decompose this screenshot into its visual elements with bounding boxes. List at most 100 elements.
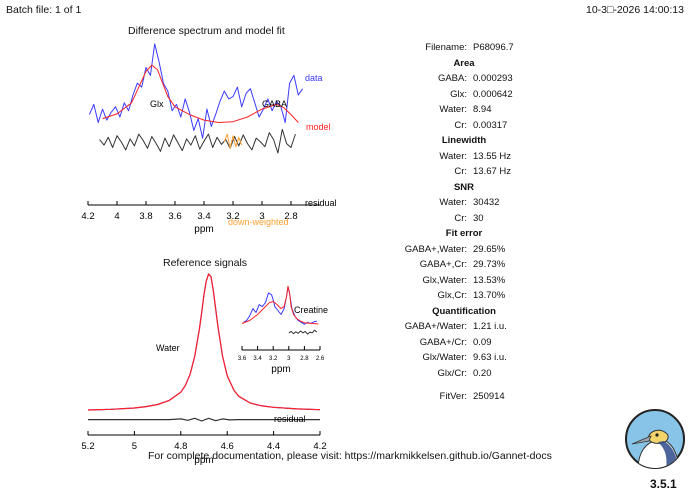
result-row: Water: 13.55 Hz [380, 151, 560, 167]
result-row: GABA+,Water: 29.65% [380, 244, 560, 260]
series-residual-line [99, 128, 296, 154]
results-table: Filename: P68096.7 Area GABA: 0.000293 Glx:… [380, 42, 560, 407]
result-row: Glx,Cr: 13.70% [380, 290, 560, 306]
result-row: Glx: 0.000642 [380, 89, 560, 105]
result-row: Glx/Cr: 0.20 [380, 368, 560, 384]
result-row: GABA+,Cr: 29.73% [380, 259, 560, 275]
result-label: GABA: [437, 73, 467, 84]
series-residual-line [288, 329, 318, 335]
result-value: 13.55 Hz [473, 150, 512, 162]
result-label: Cr: [454, 119, 467, 131]
section-heading: Area [453, 57, 475, 69]
result-value: 0.000642 [473, 88, 513, 100]
result-label: GABA+,Cr: [419, 259, 467, 270]
result-label: GABA+/Water: [404, 321, 467, 332]
result-label: Glx: [450, 88, 467, 100]
x-tick-label: 3 [287, 356, 291, 362]
creatine-label: Creatine [294, 305, 328, 315]
result-value: 30432 [473, 197, 500, 208]
x-tick-label: 3 [259, 211, 264, 222]
fit-panel-title: Difference spectrum and model fit [128, 25, 285, 37]
section-heading-row: SNR [380, 182, 560, 198]
data-legend-label: data [305, 73, 323, 83]
section-heading: SNR [453, 181, 475, 193]
fitver-value: 250914 [473, 391, 505, 402]
x-tick-label: 2.8 [300, 356, 309, 362]
section-heading-row: Fit error [380, 228, 560, 244]
model-legend-label: model [306, 122, 331, 132]
ref-chart: 5.2 5 4.8 4.6 4.4 4.2 ppm Water residual [81, 273, 327, 466]
downweighted-legend-label: down-weighted [228, 217, 289, 227]
x-tick-label: 3.8 [139, 211, 152, 222]
x-axis-label: ppm [271, 364, 290, 375]
section-heading-row: Area [380, 58, 560, 74]
section-heading: Linewidth [441, 135, 487, 146]
x-tick-label: 4.8 [174, 441, 187, 452]
result-label: Glx,Cr: [437, 290, 467, 301]
x-tick-label: 3.2 [226, 211, 239, 222]
series-model-line [241, 285, 319, 325]
result-value: 13.67 Hz [473, 166, 512, 177]
x-tick-label: 2.8 [284, 211, 297, 222]
fitver-row: FitVer: 250914 [380, 391, 560, 407]
result-value: 0.000293 [473, 73, 513, 84]
section-heading-row: Quantification [380, 306, 560, 322]
batch-label: Batch file: 1 of 1 [6, 4, 82, 16]
result-value: 9.63 i.u. [473, 352, 507, 363]
x-tick-label: 3.2 [269, 356, 278, 362]
result-value: 29.73% [473, 259, 506, 270]
x-tick-label: 4.2 [81, 211, 94, 222]
result-row: GABA+/Cr: 0.09 [380, 337, 560, 353]
x-tick-label: 5.2 [81, 441, 94, 452]
ref-panel-title: Reference signals [163, 257, 248, 269]
result-value: 8.94 [473, 104, 492, 115]
x-tick-label: 3.6 [238, 356, 247, 362]
residual-legend-label: residual [305, 198, 337, 208]
result-row: GABA: 0.000293 [380, 73, 560, 89]
fitver-label: FitVer: [439, 391, 467, 402]
results-sections: Area GABA: 0.000293 Glx: 0.000642 Water: 8.94 C… [380, 58, 560, 384]
result-label: Glx/Cr: [437, 367, 467, 379]
gaba-peak-label: GABA [262, 99, 287, 109]
creatine-inset-chart: 3.6 3.4 3.2 3 2.8 2.6 ppm Creatine [238, 285, 328, 375]
result-label: Water: [439, 150, 467, 162]
result-value: 0.00317 [473, 119, 508, 131]
glx-peak-label: Glx [150, 99, 164, 109]
filename-label: Filename: [425, 42, 467, 53]
result-value: 0.20 [473, 367, 492, 379]
filename-value: P68096.7 [473, 42, 514, 53]
series-residual-line [88, 417, 320, 422]
section-heading: Fit error [445, 228, 483, 239]
result-value: 13.70% [473, 290, 506, 301]
footer-text: For complete documentation, please visit… [148, 450, 552, 462]
ref-residual-label: residual [274, 414, 306, 424]
x-tick-label: 3.4 [253, 356, 262, 362]
x-tick-label: 3.4 [197, 211, 210, 222]
series-creatine-line [243, 286, 318, 325]
filename-row: Filename: P68096.7 [380, 42, 560, 58]
result-value: 0.09 [473, 336, 492, 348]
result-label: Cr: [454, 212, 467, 224]
result-value: 30 [473, 212, 484, 224]
result-value: 29.65% [473, 243, 506, 255]
section-heading-row: Linewidth [380, 135, 560, 151]
version-label: 3.5.1 [650, 477, 677, 491]
x-tick-label: 4 [114, 211, 119, 222]
x-axis-label: ppm [194, 455, 213, 466]
result-label: GABA+/Cr: [419, 336, 467, 348]
gannet-bird-icon [625, 409, 685, 469]
datetime-label: 10-3□-2026 14:00:13 [585, 4, 684, 16]
section-heading: Quantification [432, 305, 496, 317]
x-tick-label: 5 [132, 441, 137, 452]
x-tick-label: 2.6 [316, 356, 325, 362]
result-value: 1.21 i.u. [473, 321, 507, 332]
result-row: Cr: 0.00317 [380, 120, 560, 136]
series-data-line [88, 43, 304, 139]
result-label: Glx/Water: [422, 352, 467, 363]
result-row: Water: 30432 [380, 197, 560, 213]
series-model-line [87, 273, 321, 411]
result-label: Water: [439, 197, 467, 208]
result-row: Glx,Water: 13.53% [380, 275, 560, 291]
x-tick-label: 4.2 [313, 441, 326, 452]
